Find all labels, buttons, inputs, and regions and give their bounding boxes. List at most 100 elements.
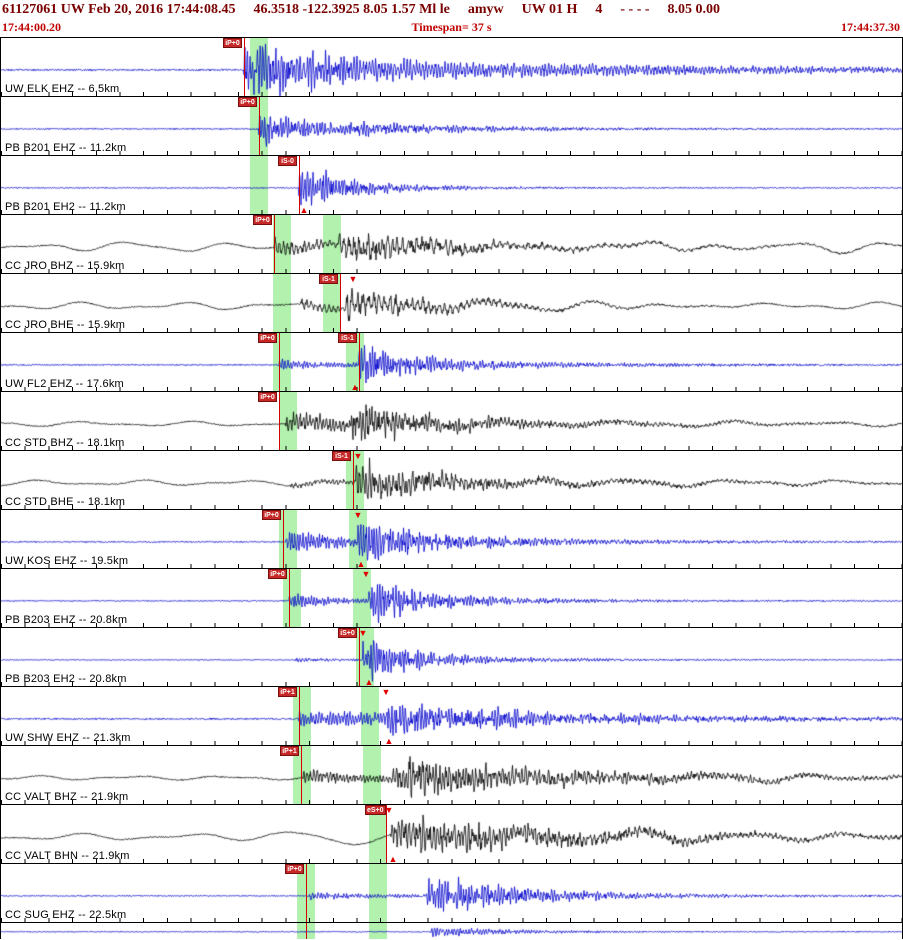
event-depth-rms: 8.05 0.00	[667, 2, 721, 17]
pick-flag[interactable]: iP+1	[280, 746, 299, 756]
window-start-time: 17:44:00.20	[2, 20, 61, 34]
station-label: UW ELK EHZ -- 6.5km	[5, 83, 120, 95]
pick-line[interactable]	[340, 274, 341, 332]
trace-row[interactable]: iS-1 ▼ CC STD BHE -- 18.1km	[1, 451, 902, 510]
trace-row[interactable]: eS+0 ▼ ▲ CC VALT BHN -- 21.9km	[1, 805, 902, 864]
pick-line[interactable]	[259, 97, 260, 155]
triangle-up-marker-icon: ▲	[384, 736, 394, 746]
pick-line[interactable]	[386, 805, 387, 863]
trace-row[interactable]: iS+0 ▼ ▲ PB B203 EH2 -- 20.8km	[1, 628, 902, 687]
event-header: 61127061 UW Feb 20, 2016 17:44:08.45 46.…	[0, 0, 903, 20]
trace-row[interactable]: iP+0 ▼ PB B203 EHZ -- 20.8km	[1, 569, 902, 628]
time-ticks	[1, 269, 902, 273]
waveform-canvas[interactable]	[1, 451, 902, 509]
time-ticks	[1, 210, 902, 214]
waveform-canvas[interactable]	[1, 215, 902, 273]
pick-flag[interactable]: iP+0	[258, 392, 277, 402]
timespan-label: Timespan= 37 s	[411, 20, 492, 34]
event-source: UW 01 H	[521, 2, 578, 17]
pick-line[interactable]	[274, 215, 275, 273]
pick-flag[interactable]: iS-1	[319, 274, 338, 284]
station-label: CC SUG EHZ -- 22.5km	[5, 909, 127, 921]
pick-line[interactable]	[359, 628, 360, 686]
station-label: UW SHW EHZ -- 21.3km	[5, 732, 131, 744]
waveform-canvas[interactable]	[1, 38, 902, 96]
trace-row[interactable]: iP+0 iS-1 ▲ UW FL2 EHZ -- 17.6km	[1, 333, 902, 392]
waveform-canvas[interactable]	[1, 333, 902, 391]
time-ticks	[1, 564, 902, 568]
pick-line[interactable]	[279, 392, 280, 450]
waveform-canvas[interactable]	[1, 864, 902, 922]
station-label: CC VALT BHZ -- 21.9km	[5, 791, 129, 803]
pick-flag[interactable]: iP+0	[285, 864, 304, 874]
station-label: PB B201 EHZ -- 11.2km	[5, 142, 127, 154]
pick-flag[interactable]: iS+0	[338, 628, 357, 638]
trace-row[interactable]: iP+0 ▼ ▲ UW KOS EHZ -- 19.5km	[1, 510, 902, 569]
pick-line[interactable]	[306, 923, 307, 939]
time-ticks	[1, 446, 902, 450]
trace-panel: iP+0 UW ELK EHZ -- 6.5km iP+0 PB B201 EHZ -…	[0, 37, 903, 939]
pick-line[interactable]	[359, 333, 360, 391]
station-label: CC STD BHE -- 18.1km	[5, 496, 126, 508]
pick-flag[interactable]: iS-1	[332, 451, 351, 461]
pick-line[interactable]	[283, 510, 284, 568]
triangle-up-marker-icon: ▲	[388, 854, 398, 864]
pick-flag[interactable]: iP+0	[268, 569, 287, 579]
trace-row[interactable]: iP+0 CC JRO BHZ -- 15.9km	[1, 215, 902, 274]
waveform-canvas[interactable]	[1, 746, 902, 804]
station-label: UW KOS EHZ -- 19.5km	[5, 555, 129, 567]
time-bar: 17:44:00.20 Timespan= 37 s 17:44:37.30	[0, 20, 903, 37]
pick-line[interactable]	[301, 746, 302, 804]
pick-flag[interactable]: iP+0	[253, 215, 272, 225]
pick-line[interactable]	[289, 569, 290, 627]
waveform-canvas[interactable]	[1, 156, 902, 214]
pick-line[interactable]	[279, 333, 280, 391]
trace-row[interactable]: iS-0 ▲ PB B201 EH2 -- 11.2km	[1, 156, 902, 215]
trace-row[interactable]: iP+0 UW ELK EHZ -- 6.5km	[1, 38, 902, 97]
station-label: PB B201 EH2 -- 11.2km	[5, 201, 126, 213]
station-label: CC JRO BHE -- 15.9km	[5, 319, 126, 331]
pick-flag[interactable]: iS-1	[338, 333, 357, 343]
pick-flag[interactable]: eS+0	[365, 805, 386, 815]
waveform-canvas[interactable]	[1, 687, 902, 745]
waveform-canvas[interactable]	[1, 510, 902, 568]
pick-flag[interactable]: iP+1	[278, 687, 297, 697]
time-ticks	[1, 387, 902, 391]
pick-flag[interactable]: iP+0	[258, 333, 277, 343]
triangle-down-marker-icon: ▼	[358, 628, 368, 638]
time-ticks	[1, 918, 902, 922]
waveform-canvas[interactable]	[1, 628, 902, 686]
pick-flag[interactable]: iP+0	[238, 97, 257, 107]
pick-line[interactable]	[299, 687, 300, 745]
trace-row-partial[interactable]	[1, 923, 902, 939]
triangle-up-marker-icon: ▲	[350, 382, 360, 392]
event-id-time: 61127061 UW Feb 20, 2016 17:44:08.45	[2, 2, 236, 17]
waveform-canvas[interactable]	[1, 805, 902, 863]
waveform-canvas[interactable]	[1, 274, 902, 332]
pick-flag[interactable]: iP+0	[223, 38, 242, 48]
pick-line[interactable]	[299, 156, 300, 214]
pick-flag[interactable]: iS-0	[278, 156, 297, 166]
trace-row[interactable]: iS-1 ▼ CC JRO BHE -- 15.9km	[1, 274, 902, 333]
trace-row[interactable]: iP+0 CC SUG EHZ -- 22.5km	[1, 864, 902, 923]
pick-flag[interactable]: iP+0	[262, 510, 281, 520]
event-location: 46.3518 -122.3925 8.05 1.57 Ml le	[253, 2, 450, 17]
pick-line[interactable]	[306, 864, 307, 922]
trace-row[interactable]: iP+0 PB B201 EHZ -- 11.2km	[1, 97, 902, 156]
trace-row[interactable]: iP+1 CC VALT BHZ -- 21.9km	[1, 746, 902, 805]
waveform-canvas[interactable]	[1, 569, 902, 627]
analyst-name: amyw	[467, 2, 504, 17]
event-count: 4	[595, 2, 603, 17]
triangle-down-marker-icon: ▼	[353, 451, 363, 461]
waveform-canvas[interactable]	[1, 923, 902, 939]
time-ticks	[1, 92, 902, 96]
trace-row[interactable]: iP+1 ▼ ▲ UW SHW EHZ -- 21.3km	[1, 687, 902, 746]
station-label: PB B203 EH2 -- 20.8km	[5, 673, 127, 685]
pick-line[interactable]	[244, 38, 245, 96]
waveform-canvas[interactable]	[1, 97, 902, 155]
triangle-up-marker-icon: ▲	[299, 205, 309, 215]
window-end-time: 17:44:37.30	[841, 20, 900, 34]
pick-line[interactable]	[353, 451, 354, 509]
waveform-canvas[interactable]	[1, 392, 902, 450]
trace-row[interactable]: iP+0 CC STD BHZ -- 18.1km	[1, 392, 902, 451]
